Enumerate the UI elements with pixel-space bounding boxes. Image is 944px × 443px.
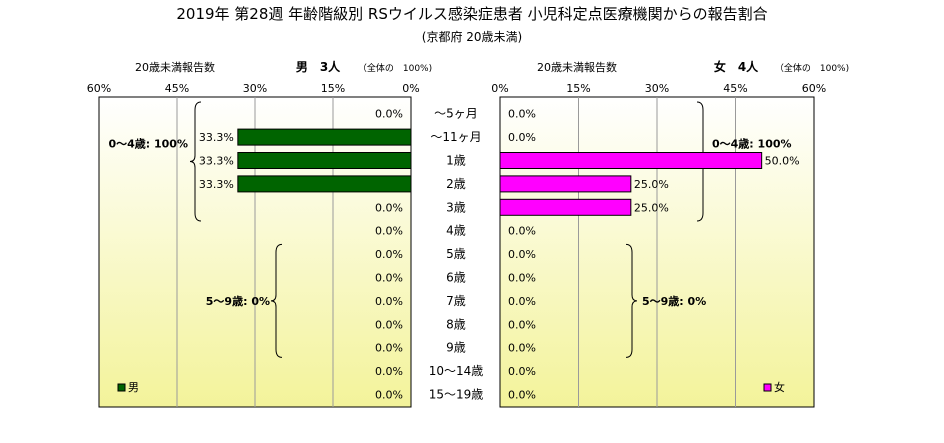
- category-label: 6歳: [446, 271, 466, 285]
- male-data-label: 0.0%: [375, 342, 403, 355]
- male-header-total: 男 3人: [296, 59, 341, 74]
- category-label: 7歳: [446, 294, 466, 308]
- chart-subtitle: (京都府 20歳未満): [422, 29, 522, 44]
- female-data-label: 50.0%: [765, 155, 800, 168]
- male-header-share: （全体の 100%): [358, 62, 432, 74]
- male-data-label: 33.3%: [199, 178, 234, 191]
- male-data-label: 33.3%: [199, 155, 234, 168]
- female-axis-tick-label: 15%: [566, 82, 590, 95]
- male-data-label: 0.0%: [375, 318, 403, 331]
- male-bar: [237, 128, 412, 146]
- female-axis-tick-label: 45%: [723, 82, 747, 95]
- category-label: ～5ヶ月: [434, 107, 478, 121]
- male-data-label: 0.0%: [375, 108, 403, 121]
- female-axis-tick-label: 0%: [491, 82, 508, 95]
- male-axis-tick-label: 15%: [321, 82, 345, 95]
- female-bar: [499, 198, 632, 216]
- male-data-label: 33.3%: [199, 131, 234, 144]
- category-label: 3歳: [446, 200, 466, 214]
- male-data-label: 0.0%: [375, 201, 403, 214]
- female-data-label: 0.0%: [508, 318, 536, 331]
- female-data-label: 0.0%: [508, 295, 536, 308]
- category-label: 4歳: [446, 224, 466, 238]
- female-data-label: 0.0%: [508, 272, 536, 285]
- female-data-label: 0.0%: [508, 225, 536, 238]
- male-bar: [237, 175, 412, 193]
- category-label: 5歳: [446, 247, 466, 261]
- female-data-label: 25.0%: [634, 178, 669, 191]
- female-bracket-5-9: [625, 243, 638, 358]
- category-label: 2歳: [446, 177, 466, 191]
- female-data-label: 0.0%: [508, 108, 536, 121]
- female-header-total: 女 4人: [714, 59, 759, 74]
- male-data-label: 0.0%: [375, 295, 403, 308]
- male-legend-label: 男: [128, 381, 139, 394]
- male-legend-swatch: [117, 383, 126, 392]
- female-data-label: 0.0%: [508, 131, 536, 144]
- category-label: 8歳: [446, 317, 466, 331]
- category-label: 1歳: [446, 154, 466, 168]
- category-label: ～11ヶ月: [430, 130, 481, 144]
- female-bar: [499, 175, 632, 193]
- female-header-count-label: 20歳未満報告数: [537, 61, 617, 74]
- male-data-label: 0.0%: [375, 272, 403, 285]
- male-axis-tick-label: 0%: [402, 82, 419, 95]
- male-axis-tick-label: 45%: [165, 82, 189, 95]
- female-data-label: 0.0%: [508, 342, 536, 355]
- female-legend-label: 女: [774, 380, 785, 394]
- female-group-label-5-9: 5～9歳: 0%: [642, 294, 706, 308]
- category-label: 10～14歳: [429, 364, 484, 378]
- female-header-share: （全体の 100%): [775, 62, 849, 74]
- female-axis-tick-label: 60%: [802, 82, 826, 95]
- male-data-label: 0.0%: [375, 248, 403, 261]
- female-axis-tick-label: 30%: [645, 82, 669, 95]
- female-bar: [499, 152, 763, 169]
- chart-title: 2019年 第28週 年齢階級別 RSウイルス感染症患者 小児科定点医療機関から…: [176, 5, 767, 23]
- female-legend-swatch: [763, 383, 772, 392]
- male-data-label: 0.0%: [375, 365, 403, 378]
- male-axis-tick-label: 60%: [87, 82, 111, 95]
- male-data-label: 0.0%: [375, 389, 403, 402]
- male-bracket-5-9: [270, 243, 283, 358]
- category-label: 9歳: [446, 341, 466, 355]
- male-bar: [237, 152, 412, 169]
- female-data-label: 0.0%: [508, 365, 536, 378]
- category-label: 15～19歳: [429, 388, 484, 402]
- female-data-label: 0.0%: [508, 248, 536, 261]
- male-group-label-0-4: 0～4歳: 100%: [108, 137, 188, 151]
- male-bracket-0-4: [189, 101, 202, 222]
- male-axis-tick-label: 30%: [243, 82, 267, 95]
- female-data-label: 0.0%: [508, 389, 536, 402]
- male-data-label: 0.0%: [375, 225, 403, 238]
- female-data-label: 25.0%: [634, 201, 669, 214]
- male-group-label-5-9: 5～9歳: 0%: [206, 294, 270, 308]
- male-header-count-label: 20歳未満報告数: [135, 61, 215, 74]
- female-group-label-0-4: 0～4歳: 100%: [712, 137, 792, 151]
